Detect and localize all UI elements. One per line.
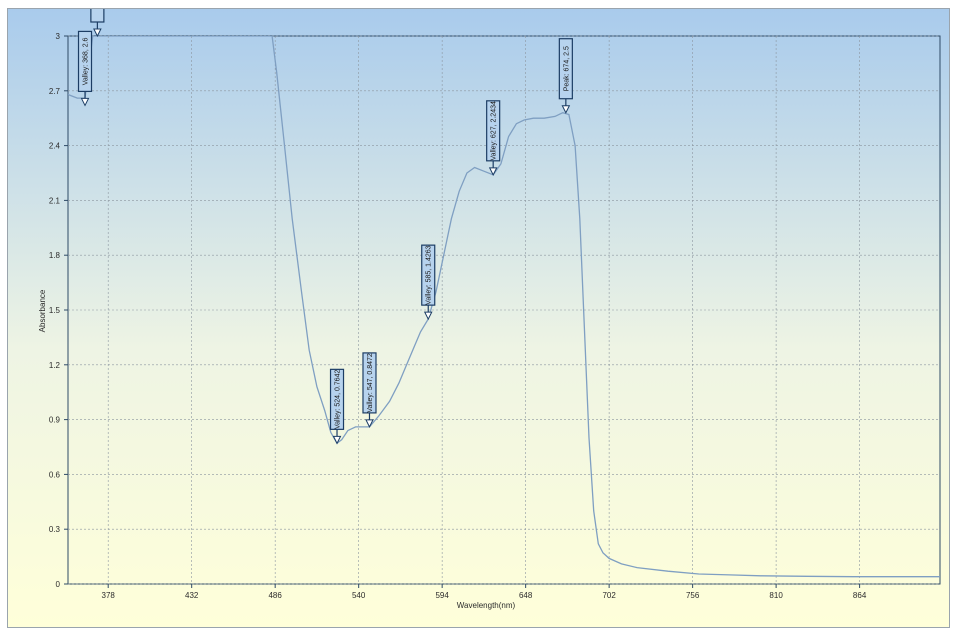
annotation-text: Valley: 627, 2.2434 (491, 101, 498, 161)
annotation-label: Peak: 674, 2.5 (558, 38, 573, 114)
annotation-text: Valley: 547, 0.8472 (367, 353, 374, 413)
annotation-arrow-head (488, 167, 498, 176)
y-tick-label: 3 (56, 32, 61, 41)
x-tick-label: 648 (519, 591, 533, 600)
x-tick-label: 756 (686, 591, 700, 600)
y-tick-label: 2.7 (49, 87, 61, 96)
annotation-arrow-head (561, 105, 571, 114)
x-tick-label: 540 (352, 591, 366, 600)
x-tick-label: 486 (268, 591, 282, 600)
annotation-label: Valley: 368, 2.6 (77, 30, 93, 107)
y-tick-label: 0.9 (49, 416, 61, 425)
y-tick-label: 0 (56, 580, 61, 589)
annotation-arrow-head (423, 311, 433, 321)
annotation-label: Valley: 585, 1.4263 (421, 244, 436, 321)
annotation-text: Peak: 674, 2.5 (563, 46, 570, 91)
x-tick-label: 702 (602, 591, 616, 600)
x-axis-title: Wavelength(nm) (457, 601, 516, 610)
annotation-label: Valley: 627, 2.2434 (486, 100, 501, 176)
y-tick-label: 0.6 (49, 470, 61, 479)
x-tick-label: 432 (185, 591, 199, 600)
x-tick-label: 378 (102, 591, 116, 600)
x-tick-label: 864 (853, 591, 867, 600)
chart-frame: 0 0.3 0.6 0.9 1.2 1.5 1.8 2.1 2.4 2.7 3 378 432 486 5… (7, 8, 950, 628)
annotation-arrow-head (332, 435, 342, 445)
y-tick-label: 2.1 (49, 196, 61, 205)
annotation-box (90, 9, 105, 23)
annotation-box (77, 30, 93, 93)
x-axis-ticks: 378 432 486 540 594 648 702 756 810 864 (102, 584, 867, 600)
annotation-label: Valley: 547, 0.8472 (362, 352, 377, 429)
y-tick-label: 0.3 (49, 525, 61, 534)
y-tick-label: 1.8 (49, 251, 61, 260)
annotation-arrow-head (93, 28, 102, 38)
annotation-label (90, 9, 105, 38)
x-tick-label: 810 (769, 591, 783, 600)
y-axis-ticks: 0 0.3 0.6 0.9 1.2 1.5 1.8 2.1 2.4 2.7 3 (49, 32, 68, 589)
annotation-box (558, 38, 573, 100)
annotation-arrow-head (80, 97, 90, 107)
annotation-box (421, 244, 436, 306)
annotation-text: Valley: 524, 0.7642 (335, 370, 342, 430)
y-axis-title: Absorbance (38, 289, 47, 332)
peak-valley-labels: Valley: 368, 2.6 Valley: 524, 0.7642 Valle… (77, 9, 573, 445)
y-tick-label: 1.5 (49, 306, 61, 315)
absorbance-spectrum-line (68, 36, 940, 578)
annotation-text: Valley: 368, 2.6 (83, 37, 90, 85)
absorbance-chart: 0 0.3 0.6 0.9 1.2 1.5 1.8 2.1 2.4 2.7 3 378 432 486 5… (8, 9, 949, 627)
annotation-text: Valley: 585, 1.4263 (426, 245, 433, 305)
y-tick-label: 2.4 (49, 142, 61, 151)
grid-lines (68, 35, 940, 585)
y-tick-label: 1.2 (49, 361, 61, 370)
chart-background (8, 9, 949, 627)
annotation-box (329, 368, 345, 430)
annotation-box (486, 100, 501, 162)
x-tick-label: 594 (435, 591, 449, 600)
annotation-box (362, 352, 377, 414)
annotation-label: Valley: 524, 0.7642 (329, 368, 345, 445)
annotation-arrow-head (365, 419, 374, 429)
